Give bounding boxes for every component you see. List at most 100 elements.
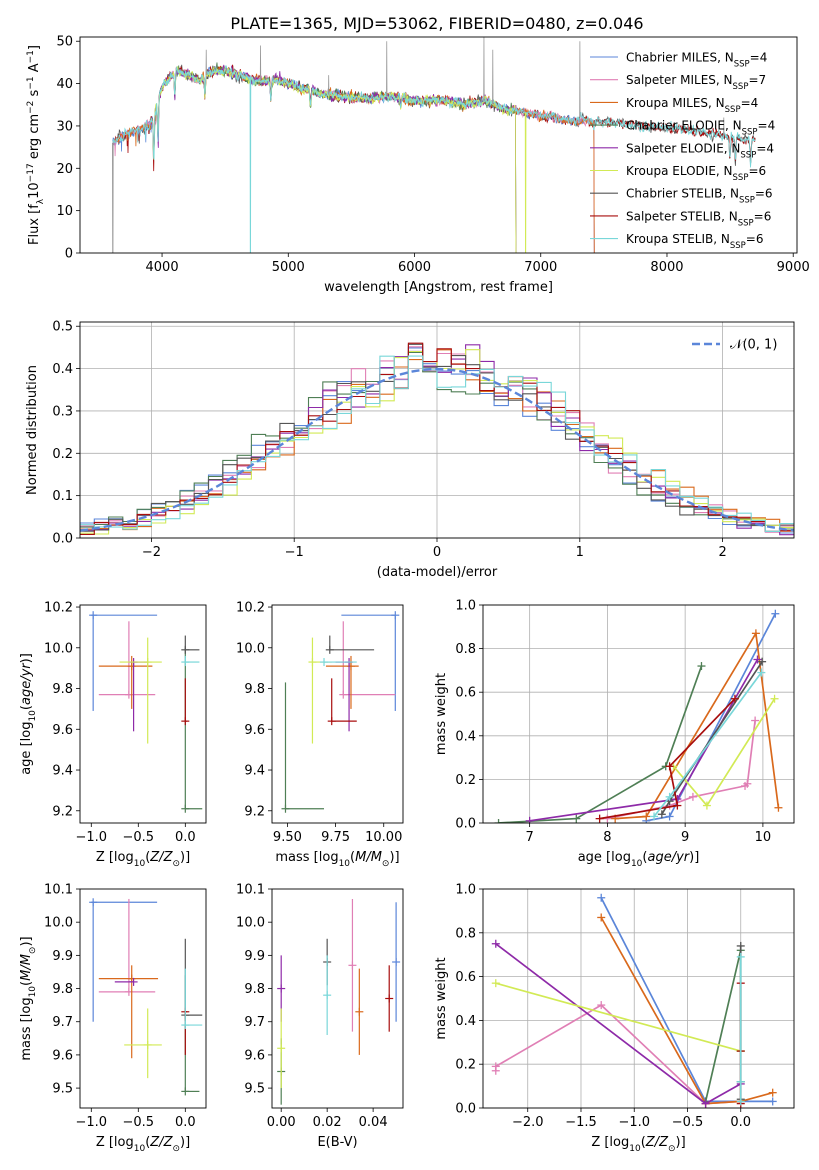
x-tick-label: −1 bbox=[285, 545, 304, 560]
x-tick-label: 9.50 bbox=[273, 830, 302, 845]
spectrum-spike bbox=[259, 45, 262, 82]
errorbar-point bbox=[327, 678, 357, 726]
errorbar-point bbox=[98, 965, 159, 1059]
plot-area bbox=[89, 898, 203, 1096]
errorbar-point bbox=[181, 968, 203, 1030]
errorbar-point bbox=[124, 1008, 162, 1079]
x-tick-label: −0.5 bbox=[123, 830, 155, 845]
spectrum-panel: 4000 5000 6000 7000 8000 9000 0 10 20 30 40 50 wavel… bbox=[26, 35, 810, 295]
plot-area bbox=[491, 893, 777, 1108]
x-tick-label: −0.5 bbox=[123, 1115, 155, 1130]
weight-series bbox=[657, 657, 767, 819]
residuals-panel: −2 −1 0 1 2 0.0 0.1 0.2 0.3 0.4 0.5 (data-model)/er… bbox=[25, 320, 795, 580]
y-tick-label: 9.5 bbox=[244, 1082, 265, 1097]
x-tick-label: 1 bbox=[576, 545, 584, 560]
spectrum-dropout bbox=[112, 142, 114, 253]
weight-line bbox=[615, 630, 780, 820]
weight-line bbox=[646, 613, 777, 822]
errorbar-point bbox=[114, 977, 138, 986]
y-tick-label: 10 bbox=[56, 204, 73, 219]
axes-frame bbox=[79, 604, 207, 824]
y-tick-label: 9.8 bbox=[244, 682, 265, 697]
weight-line bbox=[495, 943, 742, 1105]
y-tick-label: 0.3 bbox=[52, 404, 73, 419]
spectrum-spike bbox=[492, 49, 494, 105]
errorbar-point bbox=[181, 635, 200, 654]
y-tick-label: 9.4 bbox=[52, 764, 73, 779]
y-tick-label: 10.1 bbox=[236, 883, 265, 898]
spectrum-spike bbox=[386, 41, 388, 97]
residual-histogram bbox=[80, 349, 794, 535]
plot-area bbox=[281, 611, 400, 813]
y-tick-label: 9.6 bbox=[52, 1048, 73, 1063]
x-tick-label: −2.0 bbox=[512, 1115, 544, 1130]
weight-series bbox=[597, 893, 777, 1106]
mass-vs-ebv-panel: 0.00 0.02 0.04 9.5 9.6 9.7 9.8 9.9 10.0 10.1 E(B-V… bbox=[236, 883, 404, 1150]
errorbar-point bbox=[385, 965, 394, 1032]
x-tick-label: 10.00 bbox=[365, 830, 402, 845]
errorbar-point bbox=[89, 898, 158, 1022]
y-tick-label: 0.5 bbox=[52, 320, 73, 335]
y-axis-label: mass weight bbox=[434, 957, 449, 1039]
y-tick-label: 9.5 bbox=[52, 1082, 73, 1097]
spectrum-spike bbox=[483, 37, 485, 101]
y-tick-label: 10.2 bbox=[236, 601, 265, 616]
x-tick-label: −1.0 bbox=[75, 830, 107, 845]
x-axis-label: (data-model)/error bbox=[377, 565, 498, 580]
y-tick-label: 0.2 bbox=[52, 447, 73, 462]
x-tick-label: 0.04 bbox=[359, 1115, 388, 1130]
x-tick-label: 6000 bbox=[398, 260, 431, 275]
age-vs-mass-panel: 9.50 9.75 10.00 9.2 9.4 9.6 9.8 10.0 10.2 mass [l… bbox=[236, 601, 404, 869]
errorbar-point bbox=[181, 655, 200, 667]
y-tick-label: 0.0 bbox=[52, 532, 73, 547]
weight-vs-Z-panel: −2.0 −1.5 −1.0 −0.5 0.0 0.0 0.2 0.4 0.6 0.8 1.0 Z [… bbox=[434, 883, 795, 1154]
weight-line bbox=[599, 698, 736, 820]
axes-frame bbox=[271, 888, 404, 1109]
legend-label: 𝒩(0, 1) bbox=[730, 338, 777, 353]
weight-line bbox=[529, 659, 759, 822]
weight-line bbox=[607, 720, 756, 820]
weight-series bbox=[736, 952, 745, 1106]
y-tick-label: 1.0 bbox=[455, 883, 476, 898]
x-tick-label: −1.0 bbox=[75, 1115, 107, 1130]
x-tick-label: 4000 bbox=[146, 260, 179, 275]
x-axis-label: age [log10(age/yr)] bbox=[578, 850, 700, 869]
legend-label: Chabrier STELIB, NSSP=6 bbox=[626, 187, 773, 206]
y-tick-label: 9.6 bbox=[244, 723, 265, 738]
spectrum-spike bbox=[328, 75, 330, 95]
errorbar-point bbox=[325, 655, 359, 709]
y-tick-label: 9.8 bbox=[52, 682, 73, 697]
y-tick-label: 0.2 bbox=[455, 773, 476, 788]
x-tick-label: 8000 bbox=[650, 260, 683, 275]
y-tick-label: 10.2 bbox=[44, 601, 73, 616]
weight-series bbox=[491, 979, 745, 1056]
plot-area bbox=[494, 609, 783, 823]
y-tick-label: 1.0 bbox=[455, 599, 476, 614]
y-tick-label: 0.2 bbox=[455, 1058, 476, 1073]
plot-area bbox=[80, 342, 794, 536]
x-tick-label: −1.5 bbox=[565, 1115, 597, 1130]
y-tick-label: 40 bbox=[56, 77, 73, 92]
axes-frame bbox=[79, 888, 207, 1109]
spectrum-spike bbox=[723, 117, 725, 136]
y-tick-label: 9.9 bbox=[52, 949, 73, 964]
y-tick-label: 9.4 bbox=[244, 764, 265, 779]
y-tick-label: 10.1 bbox=[44, 883, 73, 898]
y-tick-label: 9.2 bbox=[52, 804, 73, 819]
weight-line bbox=[661, 661, 763, 815]
x-tick-label: 0.02 bbox=[313, 1115, 342, 1130]
y-tick-label: 0.4 bbox=[455, 729, 476, 744]
errorbar-point bbox=[348, 898, 357, 1032]
legend-label: Salpeter STELIB, NSSP=6 bbox=[626, 209, 771, 228]
errorbar-point bbox=[181, 647, 203, 813]
y-axis-label: Flux [fλ10−17 erg cm−2 s−1 A−1] bbox=[26, 45, 46, 245]
y-tick-label: 0.8 bbox=[455, 642, 476, 657]
x-tick-label: −0.5 bbox=[672, 1115, 704, 1130]
weight-series bbox=[491, 939, 745, 1108]
y-tick-label: 9.7 bbox=[52, 1015, 73, 1030]
legend-label: Chabrier ELODIE, NSSP=4 bbox=[626, 119, 775, 138]
x-tick-label: 7000 bbox=[524, 260, 557, 275]
x-tick-label: −1.0 bbox=[618, 1115, 650, 1130]
spectrum-dropout bbox=[524, 112, 527, 253]
